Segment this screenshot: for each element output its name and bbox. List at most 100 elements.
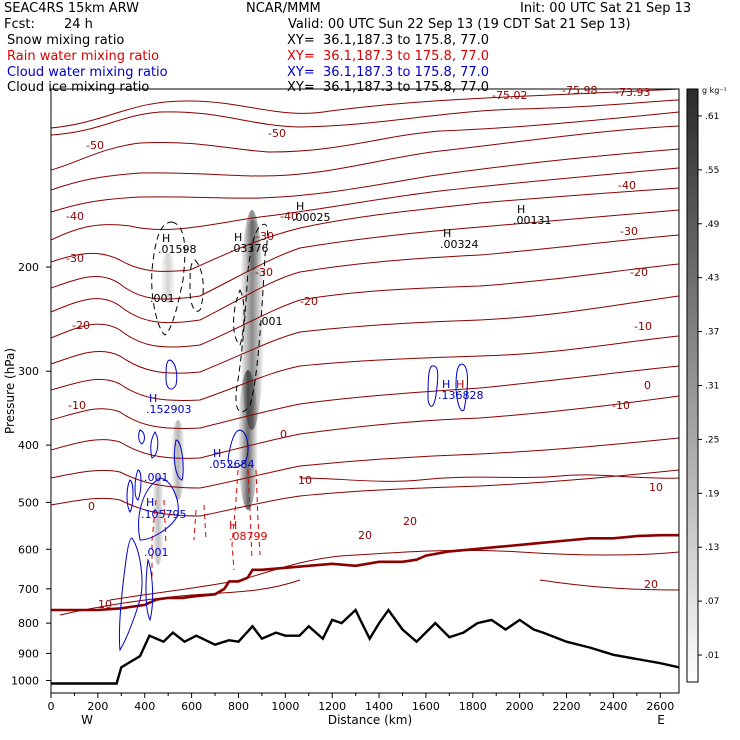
temp-label: 10 (298, 474, 312, 487)
max-marker: H (456, 378, 464, 391)
field-name-snow: Snow mixing ratio (7, 33, 125, 48)
x-tick-label: 200 (87, 700, 108, 713)
temp-label: -40 (66, 210, 84, 223)
x-tick-label: 2000 (506, 700, 534, 713)
init-time: Init: 00 UTC Sat 21 Sep 13 (520, 1, 692, 16)
max-value: .03376 (230, 242, 269, 255)
temp-label: -50 (268, 127, 286, 140)
y-tick-label: 1000 (11, 674, 39, 687)
max-marker: H (443, 227, 451, 240)
y-axis-label: Pressure (hPa) (3, 348, 17, 434)
y-tick-label: 600 (18, 543, 39, 556)
max-value: .00025 (292, 211, 331, 224)
y-tick-label: 800 (18, 617, 39, 630)
field-xy-snow: XY= 36.1,187.3 to 175.8, 77.0 (287, 33, 490, 48)
maxima-labels: H .01598 H .03376 H .00025 H .00324 H .0… (141, 200, 552, 559)
max-value: .01598 (158, 243, 197, 256)
temp-label: -30 (255, 266, 273, 279)
y-tick-label: 200 (18, 261, 39, 274)
temp-label: -30 (66, 252, 84, 265)
colorbar-unit: g kg⁻¹ (702, 86, 727, 95)
field-xy-rain: XY= 36.1,187.3 to 175.8, 77.0 (287, 49, 490, 64)
temp-label: -20 (300, 295, 318, 308)
temp-label: 0 (280, 428, 287, 441)
temp-label: -10 (634, 320, 652, 333)
max-value: .08799 (229, 530, 268, 543)
field-xy-ice: XY= 36.1,187.3 to 175.8, 77.0 (287, 80, 490, 95)
field-name-rain: Rain water mixing ratio (7, 49, 160, 64)
temp-label: 20 (644, 578, 658, 591)
temp-label: -20 (630, 266, 648, 279)
contour-minor-label: .001 (258, 315, 283, 328)
colorbar-tick-label: .49 (705, 220, 720, 230)
x-tick-label: 1600 (412, 700, 440, 713)
colorbar-tick-label: .55 (705, 166, 719, 176)
x-tick-label: 800 (228, 700, 249, 713)
max-marker: H (146, 496, 154, 509)
max-value: .00324 (440, 238, 479, 251)
temp-label: -20 (72, 319, 90, 332)
snow-contours (151, 221, 269, 413)
y-tick-label: 400 (18, 439, 39, 452)
temperature-contours (51, 89, 679, 616)
colorbar-tick-label: .01 (705, 651, 719, 661)
field-name-cloud: Cloud water mixing ratio (7, 65, 168, 80)
temperature-contour-labels: -50 -50 -40 -40 -40 -30 -30 -30 -30 -20 … (66, 84, 663, 611)
x-tick-label: 600 (181, 700, 202, 713)
max-marker: H (296, 200, 304, 213)
x-tick-label: 1400 (365, 700, 393, 713)
colorbar-tick-label: .13 (705, 543, 719, 553)
colorbar-tick-label: .31 (705, 382, 719, 392)
colorbar-gradient (686, 88, 699, 683)
max-marker: H (229, 519, 237, 532)
max-value: .105795 (141, 508, 187, 521)
plot-frame (50, 88, 680, 694)
colorbar-tick-label: .25 (705, 435, 719, 445)
west-label: W (81, 713, 93, 727)
colorbar-tick-label: .61 (705, 112, 719, 122)
x-axis-label: Distance (km) (328, 713, 412, 727)
y-axis: 200 300 400 500 600 700 800 900 1000 (11, 261, 51, 687)
cloud-water-contours (118, 359, 468, 652)
temp-label: 10 (649, 481, 663, 494)
y-tick-label: 900 (18, 647, 39, 660)
x-axis: 0 200 400 600 800 1000 1200 1400 1600 1800 2000 220… (48, 693, 674, 713)
max-marker: H (517, 203, 525, 216)
contour-minor-label: .001 (150, 292, 175, 305)
model-name: SEAC4RS 15km ARW (4, 1, 140, 16)
max-marker: H (234, 231, 242, 244)
valid-time: Valid: 00 UTC Sun 22 Sep 13 (19 CDT Sat … (288, 17, 631, 32)
colorbar-tick-label: .37 (705, 328, 719, 338)
x-tick-label: 2400 (599, 700, 627, 713)
east-label: E (657, 713, 665, 727)
field-name-ice: Cloud ice mixing ratio (7, 80, 150, 95)
colorbar: .01 .07 .13 .19 .25 .31 .37 .43 .49 .55 .61 g kg⁻¹ (686, 86, 727, 683)
temp-label: 10 (98, 598, 112, 611)
temp-label: -10 (68, 399, 86, 412)
temp-label: 0 (644, 379, 651, 392)
center-name: NCAR/MMM (246, 1, 321, 16)
temp-label: 0 (88, 500, 95, 513)
x-tick-label: 1000 (271, 700, 299, 713)
y-tick-label: 300 (18, 365, 39, 378)
contour-minor-label: .001 (144, 471, 169, 484)
max-marker: H (442, 378, 450, 391)
temp-label: -75.98 (562, 84, 597, 97)
max-marker: H (149, 392, 157, 405)
temp-label: -10 (612, 399, 630, 412)
fcst-value: 24 h (64, 17, 93, 32)
temp-label: -75.02 (492, 89, 527, 102)
x-tick-label: 2600 (646, 700, 674, 713)
max-marker: H (213, 447, 221, 460)
max-value: .00131 (513, 214, 552, 227)
max-value: .152903 (146, 403, 192, 416)
y-tick-label: 500 (18, 496, 39, 509)
x-tick-label: 1200 (318, 700, 346, 713)
x-tick-label: 2200 (553, 700, 581, 713)
colorbar-tick-label: .07 (705, 597, 719, 607)
temp-label: -30 (256, 230, 274, 243)
max-marker: H (162, 232, 170, 245)
field-xy-cloud: XY= 36.1,187.3 to 175.8, 77.0 (287, 65, 490, 80)
colorbar-tick-label: .19 (705, 489, 720, 499)
